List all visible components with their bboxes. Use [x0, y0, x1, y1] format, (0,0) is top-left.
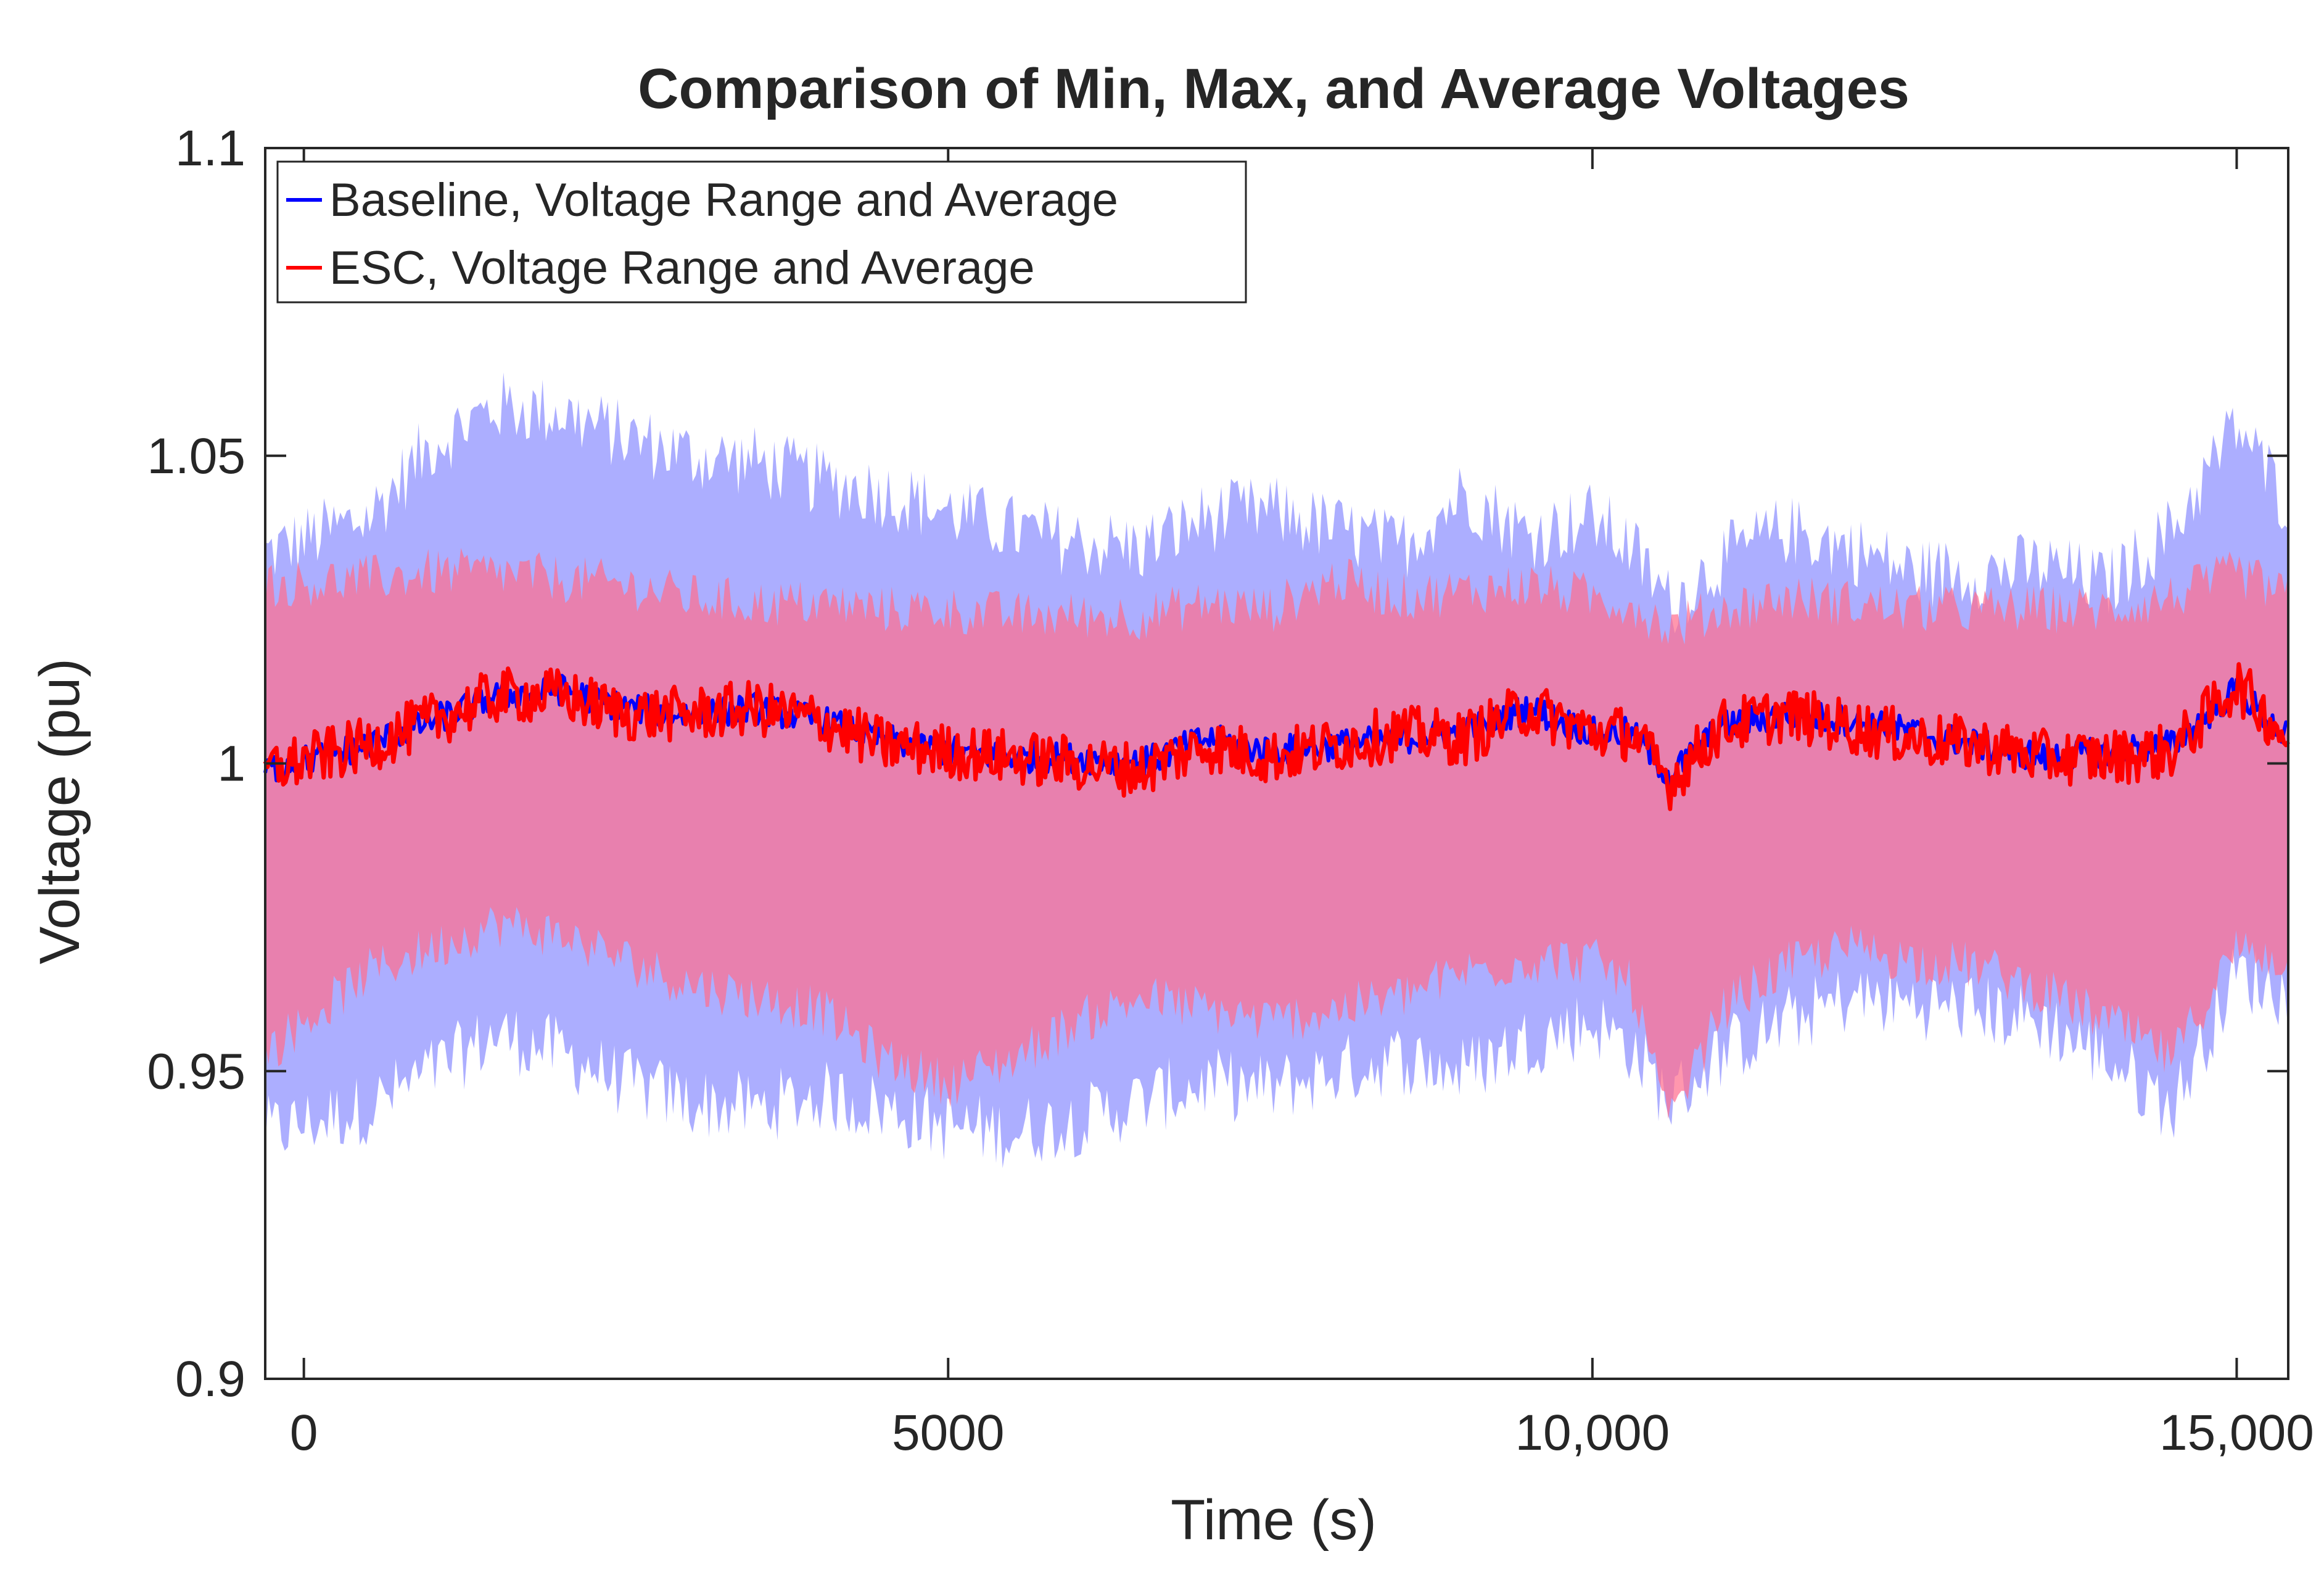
chart-title: Comparison of Min, Max, and Average Volt…: [638, 57, 1910, 120]
x-tick-label: 5000: [892, 1405, 1004, 1461]
legend-box: [276, 160, 1247, 304]
y-tick-label: 1: [217, 736, 245, 792]
y-tick-label: 1.1: [175, 120, 245, 176]
x-tick-label: 15,000: [2159, 1405, 2314, 1461]
legend-label-baseline: Baseline, Voltage Range and Average: [329, 174, 1118, 226]
y-axis-label: Voltage (pu): [28, 658, 91, 964]
plot-area: [263, 148, 2290, 1379]
axes: 0.9 0.95 1 1.05 1.1 0 5000 10,000 15,000: [147, 120, 2314, 1461]
average-line-esc: [263, 662, 2290, 811]
x-axis-label: Time (s): [1171, 1489, 1377, 1552]
legend: Baseline, Voltage Range and Average ESC, …: [276, 160, 1247, 304]
y-tick-label: 0.9: [175, 1351, 245, 1407]
legend-label-esc: ESC, Voltage Range and Average: [329, 242, 1035, 294]
y-tick-label: 1.05: [147, 428, 245, 484]
y-tick-label: 0.95: [147, 1043, 245, 1099]
x-tick-label: 10,000: [1515, 1405, 1670, 1461]
x-tick-label: 0: [290, 1405, 318, 1461]
